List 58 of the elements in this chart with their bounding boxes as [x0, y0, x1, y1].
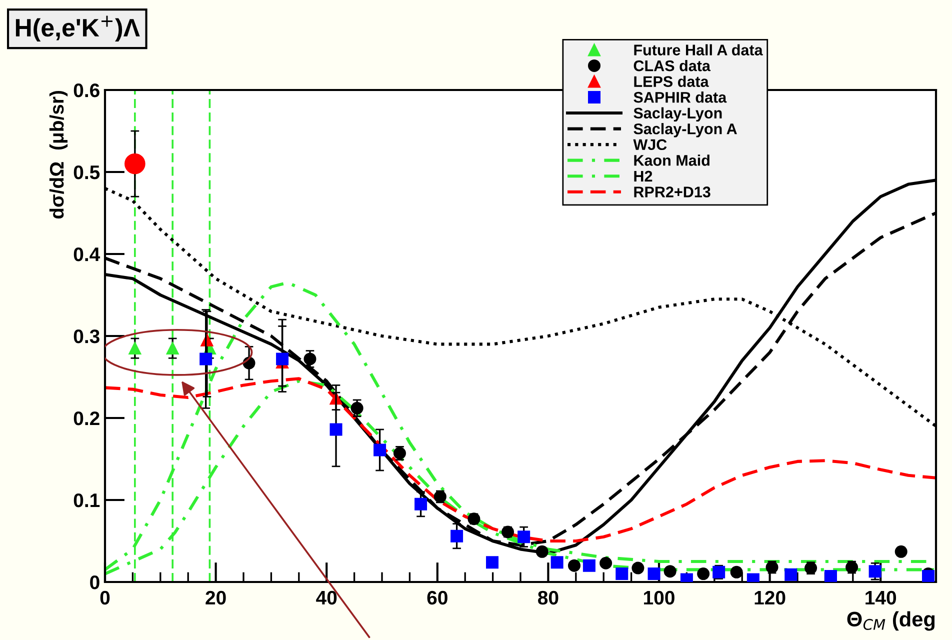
point [124, 153, 146, 174]
point [166, 342, 179, 355]
y-axis-title: dσ/dΩ (μb/sr) [49, 90, 68, 219]
point [582, 559, 596, 572]
legend-label: LEPS data [634, 76, 709, 87]
legend-label: Future Hall A data [634, 44, 763, 56]
point [486, 556, 498, 569]
x-tick-label: 80 [538, 590, 558, 605]
x-tick-label: 20 [206, 590, 226, 605]
point [600, 556, 612, 570]
point [894, 545, 908, 558]
point [648, 568, 660, 580]
legend-label: SAPHIR data [634, 92, 727, 103]
x-axis-title: Θ$_{CM}$ (deg [847, 611, 935, 631]
point [450, 530, 464, 542]
point [350, 402, 364, 414]
y-tick-label: 0.4 [74, 247, 100, 262]
point [128, 342, 142, 355]
x-tick-label: 140 [866, 590, 896, 605]
point [568, 559, 580, 572]
point [550, 556, 564, 569]
point [304, 352, 316, 366]
y-tick-label: 0 [90, 575, 100, 590]
point [922, 570, 934, 582]
point [518, 530, 530, 544]
point [664, 565, 676, 578]
x-tick-label: 0 [100, 590, 110, 605]
x-tick-label: 100 [644, 590, 674, 605]
x-tick-label: 120 [754, 590, 786, 605]
y-tick-label: 0.2 [74, 411, 100, 426]
point [632, 562, 644, 574]
legend-label: Saclay-Lyon A [634, 123, 737, 138]
legend-label: Saclay-Lyon [634, 107, 722, 122]
point [730, 566, 743, 578]
y-tick-label: 0.3 [74, 329, 100, 344]
point [414, 498, 428, 510]
point [616, 568, 628, 580]
x-tick-label: 60 [427, 590, 448, 605]
point [784, 568, 798, 581]
point [697, 568, 710, 580]
chart-title: H(e,e'K$^{+}$)Λ [16, 16, 140, 42]
y-tick-label: 0.1 [74, 493, 100, 508]
legend-label: Kaon Maid [634, 154, 710, 166]
point [200, 352, 212, 366]
legend-label: H2 [634, 170, 652, 182]
point [330, 423, 342, 436]
line-series [105, 377, 936, 543]
legend-label: RPR2+D13 [634, 186, 710, 198]
point [536, 545, 548, 558]
legend-label: CLAS data [634, 60, 711, 72]
x-tick-label: 40 [316, 590, 337, 605]
point [868, 565, 882, 578]
point [276, 352, 289, 366]
legend-label: WJC [633, 139, 667, 150]
y-tick-label: 0.5 [74, 165, 100, 180]
point [824, 570, 837, 582]
y-tick-label: 0.6 [74, 83, 100, 98]
point [374, 444, 386, 456]
